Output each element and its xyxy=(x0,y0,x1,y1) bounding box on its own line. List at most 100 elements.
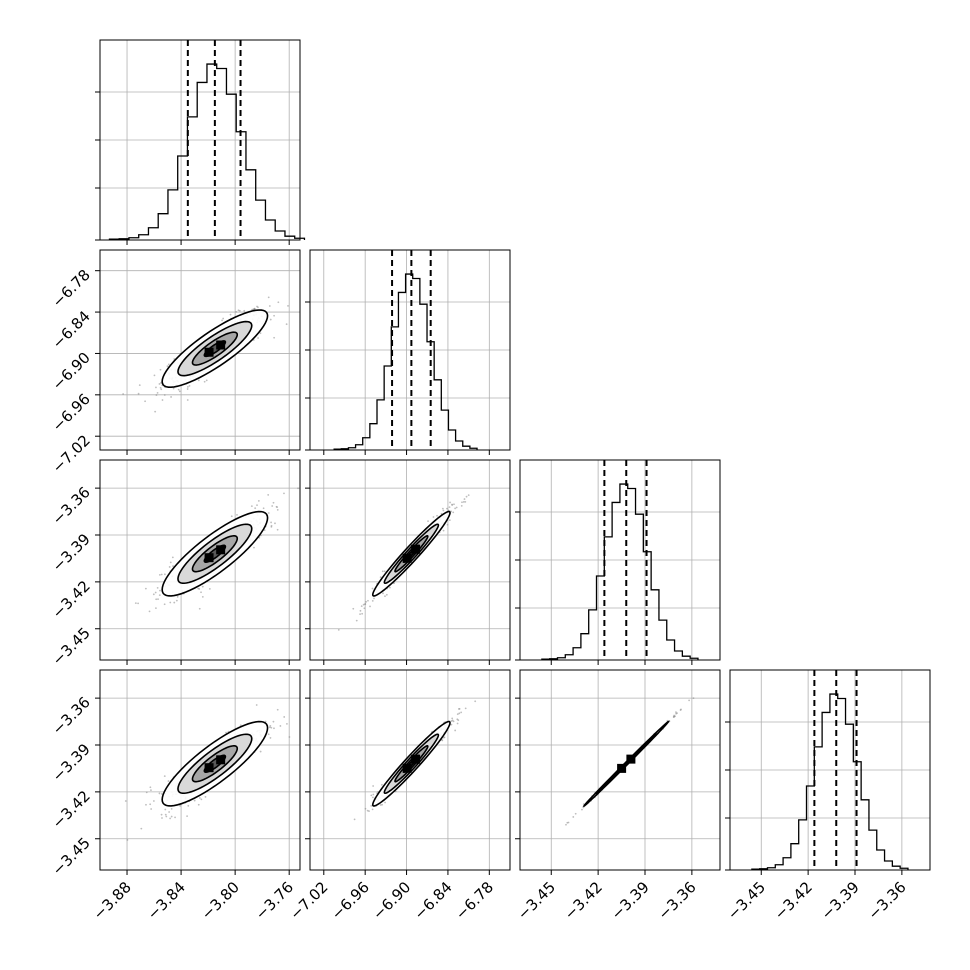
sample-point xyxy=(268,305,271,307)
density-peak xyxy=(204,347,214,357)
y-tick-label-3-1: −3.42 xyxy=(49,787,94,832)
sample-point xyxy=(158,573,161,576)
sample-point xyxy=(276,506,279,509)
sample-point xyxy=(355,619,358,622)
sample-point xyxy=(170,808,173,810)
sample-point xyxy=(156,391,159,394)
y-tick-label-1-1: −6.96 xyxy=(49,390,94,435)
panel-1-0-frame xyxy=(99,249,301,451)
sample-point xyxy=(427,520,429,523)
sample-point xyxy=(264,720,267,723)
sample-point xyxy=(566,821,569,824)
panel-1-0: −7.02−6.96−6.90−6.84−6.78 xyxy=(49,249,301,477)
sample-point xyxy=(337,628,340,631)
sample-point xyxy=(269,737,272,739)
hist-panel-1 xyxy=(305,249,511,451)
sample-point xyxy=(442,529,445,532)
sample-point xyxy=(373,597,375,600)
x-tick-label-1-3: −6.84 xyxy=(411,878,456,923)
sample-point xyxy=(169,601,172,604)
panel-3-1-content xyxy=(353,700,477,821)
sample-point xyxy=(172,565,174,567)
sample-point xyxy=(198,607,201,610)
sample-point xyxy=(372,793,375,796)
sample-point xyxy=(432,516,435,518)
sample-point xyxy=(164,813,167,816)
sample-point xyxy=(269,318,272,321)
sample-point xyxy=(276,528,279,531)
sample-point xyxy=(197,587,200,590)
hist-panel-0 xyxy=(95,39,306,241)
sample-point xyxy=(441,507,444,510)
sample-point xyxy=(454,729,457,732)
sample-point xyxy=(222,317,225,320)
sample-point xyxy=(460,711,463,714)
sample-point xyxy=(259,750,262,753)
sample-point xyxy=(235,310,238,313)
sample-point xyxy=(368,810,370,813)
sample-point xyxy=(359,613,361,616)
sample-point xyxy=(137,602,140,605)
sample-point xyxy=(361,612,364,615)
y-tick-label-2-1: −3.42 xyxy=(49,577,94,622)
sample-point xyxy=(297,487,299,490)
sample-point xyxy=(365,600,367,603)
panel-3-2-content xyxy=(565,697,695,826)
sample-point xyxy=(168,566,171,568)
density-peak xyxy=(626,754,636,764)
sample-point xyxy=(268,726,271,729)
panel-2-0-content xyxy=(134,487,299,613)
sample-point xyxy=(272,501,275,504)
sample-point xyxy=(197,803,200,806)
sample-point xyxy=(160,388,163,391)
panel-3-1-frame xyxy=(309,669,511,871)
sample-point xyxy=(272,720,275,723)
sample-point xyxy=(152,800,155,802)
sample-point xyxy=(581,808,583,811)
sample-point xyxy=(157,598,159,601)
sample-point xyxy=(154,410,157,413)
sample-point xyxy=(381,570,384,573)
sample-point xyxy=(456,722,459,725)
y-tick-label-1-3: −6.84 xyxy=(49,307,94,352)
sample-point xyxy=(449,501,451,504)
sample-point xyxy=(465,495,468,498)
hist-2-steps xyxy=(541,483,699,660)
sample-point xyxy=(363,607,366,610)
x-tick-label-0-2: −3.80 xyxy=(198,878,243,923)
sample-point xyxy=(688,699,691,702)
sample-point xyxy=(287,304,289,307)
hist-3-steps xyxy=(751,693,909,870)
sample-point xyxy=(186,815,188,817)
sample-point xyxy=(464,707,467,710)
sample-point xyxy=(158,792,161,795)
panel-3-2 xyxy=(515,669,721,875)
x-tick-label-0-1: −3.84 xyxy=(144,878,189,923)
sample-point xyxy=(239,724,242,727)
sample-point xyxy=(288,736,291,738)
sample-point xyxy=(267,296,270,299)
sample-point xyxy=(166,365,169,368)
density-peak xyxy=(204,553,214,563)
sample-point xyxy=(277,301,280,304)
sample-point xyxy=(474,700,477,703)
sample-point xyxy=(169,561,172,564)
sample-point xyxy=(169,817,172,820)
sample-point xyxy=(262,507,265,510)
sample-point xyxy=(201,595,204,598)
y-tick-label-1-2: −6.90 xyxy=(49,349,94,394)
sample-point xyxy=(221,319,223,322)
hist-2-frame xyxy=(519,459,721,661)
sample-point xyxy=(163,775,166,778)
sample-point xyxy=(187,804,190,807)
sample-point xyxy=(163,603,166,606)
x-tick-label-1-4: −6.78 xyxy=(452,878,497,923)
x-tick-label-0-0: −3.88 xyxy=(90,878,135,923)
sample-point xyxy=(270,521,272,524)
sample-point xyxy=(160,573,163,576)
sample-point xyxy=(253,546,255,549)
y-tick-label-3-0: −3.45 xyxy=(49,834,94,879)
sample-point xyxy=(274,522,276,525)
sample-point xyxy=(675,711,677,714)
sample-point xyxy=(369,605,371,608)
